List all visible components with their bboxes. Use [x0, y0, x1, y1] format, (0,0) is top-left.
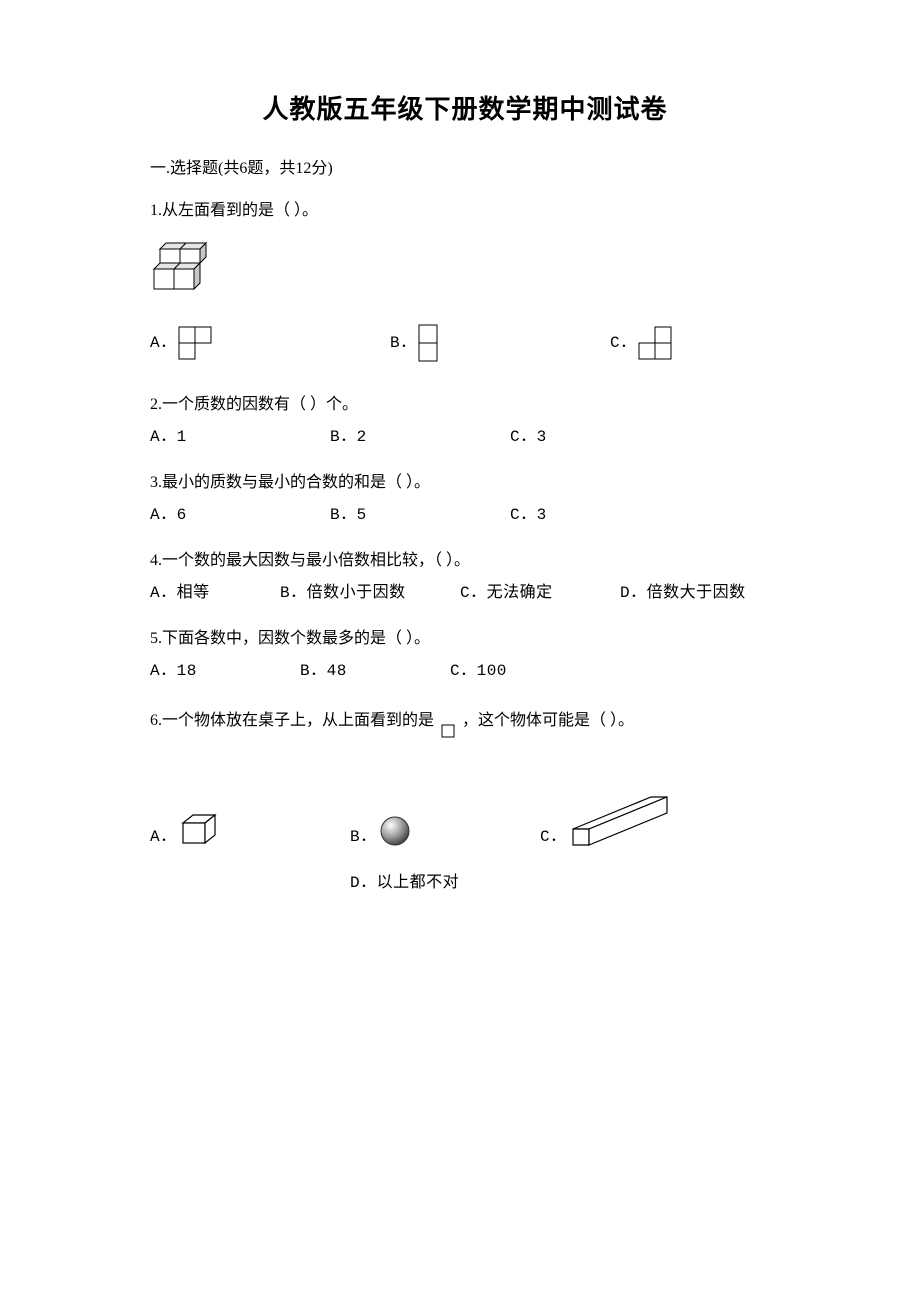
q6-optB-label: B．	[350, 825, 377, 849]
sphere-icon	[377, 813, 413, 849]
q1-optA-icon	[177, 325, 217, 361]
q3-options: A．6 B．5 C．3	[150, 503, 780, 527]
section-heading-text: 一.选择题(共6题，共12分)	[150, 160, 333, 177]
q4-options: A．相等 B．倍数小于因数 C．无法确定 D．倍数大于因数	[150, 581, 780, 605]
cube-icon	[177, 809, 223, 849]
q3-optB: B．5	[330, 503, 510, 527]
q1-optA: A．	[150, 325, 390, 361]
q5-optB: B．48	[300, 659, 450, 683]
q2-optC: C．3	[510, 425, 547, 449]
q1-figure	[150, 237, 780, 299]
q4-optA: A．相等	[150, 581, 280, 605]
cuboid-icon	[567, 789, 677, 849]
q1-optA-label: A．	[150, 331, 177, 355]
q6-optC-label: C．	[540, 825, 567, 849]
q6-optD: D．以上都不对	[350, 871, 459, 895]
q6-text: 6.一个物体放在桌子上，从上面看到的是 ，这个物体可能是（ ）。	[150, 705, 780, 739]
q6-optC: C．	[540, 789, 677, 849]
q6-options-row2: D．以上都不对	[150, 871, 780, 895]
q3-text: 3.最小的质数与最小的合数的和是（ ）。	[150, 471, 780, 495]
q4-optC: C．无法确定	[460, 581, 620, 605]
q1-optB-label: B．	[390, 331, 417, 355]
q3-optA: A．6	[150, 503, 330, 527]
q2-text: 2.一个质数的因数有（ ）个。	[150, 393, 780, 417]
q4-optD: D．倍数大于因数	[620, 581, 760, 605]
question-4: 4.一个数的最大因数与最小倍数相比较，（ ）。 A．相等 B．倍数小于因数 C．…	[150, 549, 780, 605]
q4-text: 4.一个数的最大因数与最小倍数相比较，（ ）。	[150, 549, 780, 573]
question-3: 3.最小的质数与最小的合数的和是（ ）。 A．6 B．5 C．3	[150, 471, 780, 527]
q6-optA: A．	[150, 809, 350, 849]
question-6: 6.一个物体放在桌子上，从上面看到的是 ，这个物体可能是（ ）。 A． B．	[150, 705, 780, 895]
cube-block-icon	[150, 237, 224, 299]
doc-title: 人教版五年级下册数学期中测试卷	[150, 90, 780, 129]
q4-optB: B．倍数小于因数	[280, 581, 460, 605]
q6-options-row1: A． B．	[150, 789, 780, 849]
q2-optB: B．2	[330, 425, 510, 449]
q1-text: 1.从左面看到的是（ ）。	[150, 199, 780, 223]
q6-text-b: ，这个物体可能是（ ）。	[462, 712, 634, 729]
q6-optB: B．	[350, 813, 540, 849]
q5-text: 5.下面各数中，因数个数最多的是（ ）。	[150, 627, 780, 651]
q1-optC: C．	[610, 325, 677, 361]
q1-options: A． B． C．	[150, 323, 780, 363]
q3-optC: C．3	[510, 503, 547, 527]
q1-optB-icon	[417, 323, 441, 363]
question-1: 1.从左面看到的是（ ）。	[150, 199, 780, 363]
question-5: 5.下面各数中，因数个数最多的是（ ）。 A．18 B．48 C．100	[150, 627, 780, 683]
q6-inline-square-icon	[440, 713, 456, 739]
section-heading: 一.选择题(共6题，共12分)	[150, 157, 780, 181]
q5-optA: A．18	[150, 659, 300, 683]
q2-options: A．1 B．2 C．3	[150, 425, 780, 449]
q2-optA: A．1	[150, 425, 330, 449]
question-2: 2.一个质数的因数有（ ）个。 A．1 B．2 C．3	[150, 393, 780, 449]
q5-options: A．18 B．48 C．100	[150, 659, 780, 683]
q5-optC: C．100	[450, 659, 507, 683]
q6-optA-label: A．	[150, 825, 177, 849]
q1-optB: B．	[390, 323, 610, 363]
q6-text-a: 6.一个物体放在桌子上，从上面看到的是	[150, 712, 434, 729]
q1-optC-label: C．	[610, 331, 637, 355]
q1-optC-icon	[637, 325, 677, 361]
page: 人教版五年级下册数学期中测试卷 一.选择题(共6题，共12分) 1.从左面看到的…	[0, 0, 920, 1302]
